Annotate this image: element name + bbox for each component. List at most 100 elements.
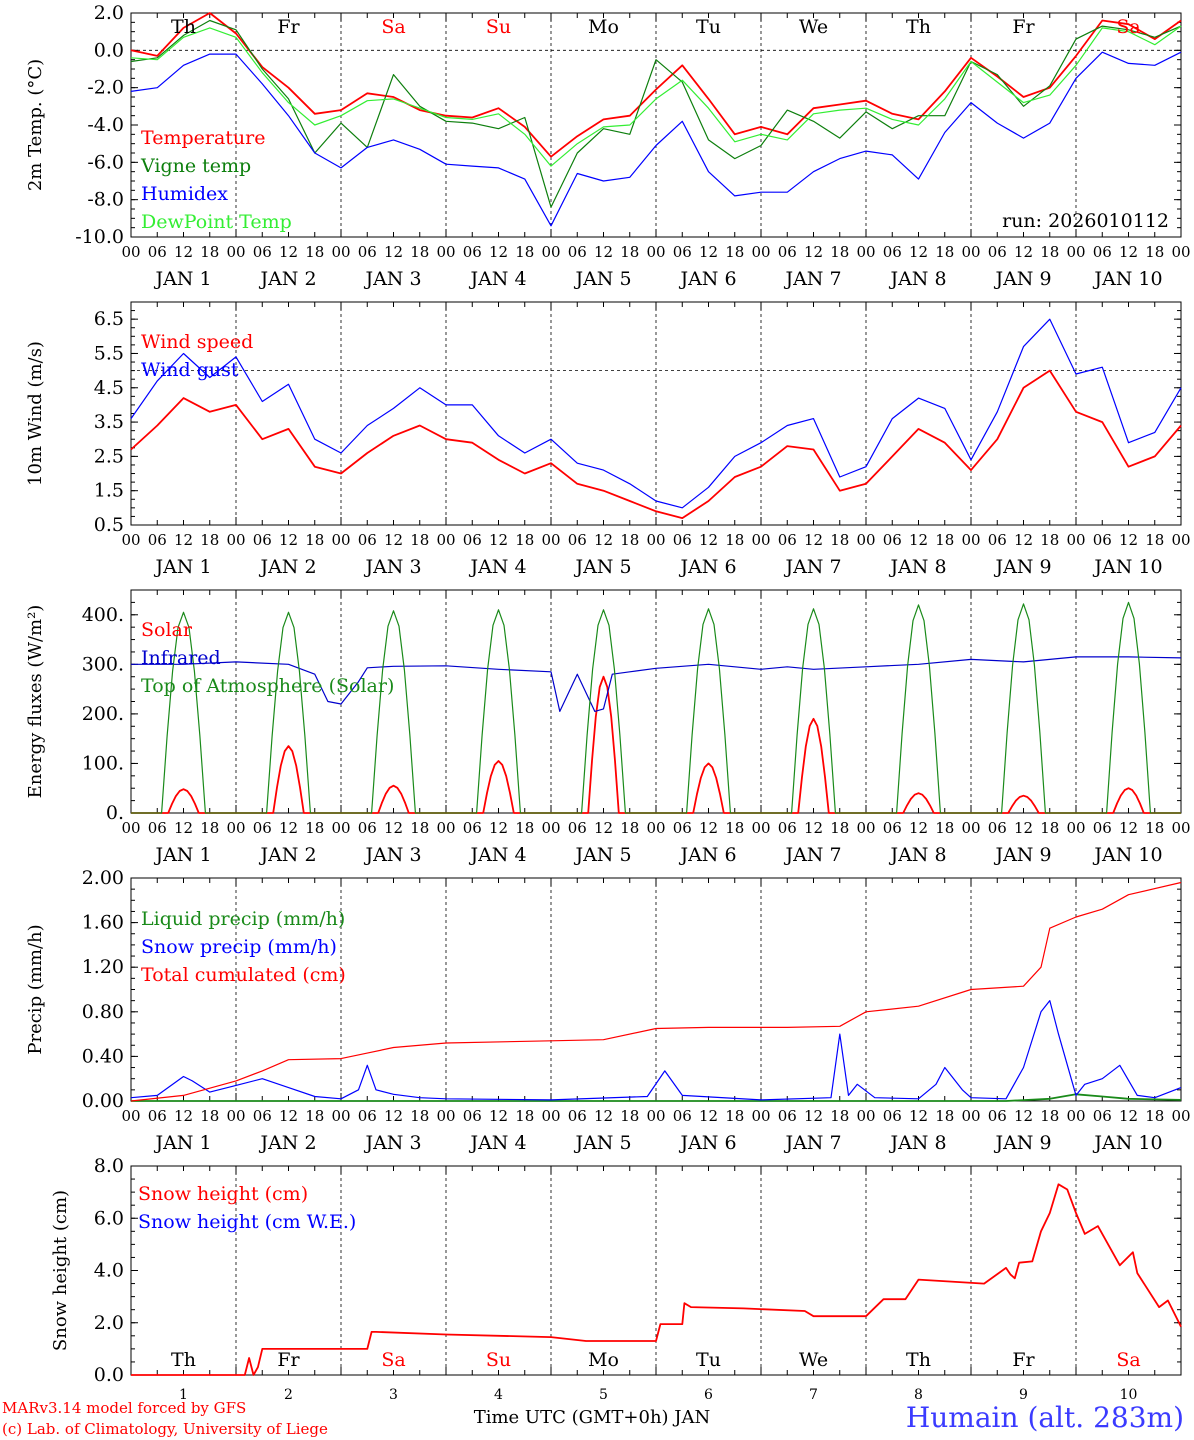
plot-frame: [130, 589, 1182, 814]
x-hour-label: 00: [1066, 819, 1085, 837]
x-hour-label: 18: [410, 1107, 429, 1125]
y-tick-label: 1.5: [94, 480, 124, 502]
x-hour-label: 06: [148, 243, 167, 261]
y-tick-label: 2.0: [94, 2, 124, 24]
x-date-label: JAN 3: [363, 844, 421, 866]
x-hour-label: 06: [253, 243, 272, 261]
x-hour-label: 18: [620, 1107, 639, 1125]
x-hour-label: 00: [226, 243, 245, 261]
x-hour-label: 00: [541, 531, 560, 549]
x-hour-label: 06: [358, 243, 377, 261]
x-hour-label: 00: [646, 243, 665, 261]
x-hour-label: 06: [463, 819, 482, 837]
legend-entry: Temperature: [141, 127, 265, 149]
x-hour-label: 00: [121, 1107, 140, 1125]
x-hour-label: 12: [804, 243, 823, 261]
x-hour-label: 06: [1093, 819, 1112, 837]
x-day-number: 8: [914, 1387, 923, 1403]
x-hour-label: 00: [121, 819, 140, 837]
x-hour-label: 18: [410, 819, 429, 837]
x-hour-label: 06: [988, 243, 1007, 261]
station-title: Humain (alt. 283m): [905, 1401, 1184, 1434]
y-tick-label: 0.00: [82, 1090, 124, 1112]
x-hour-label: 06: [463, 243, 482, 261]
x-hour-label: 12: [594, 819, 613, 837]
day-name-label: Mo: [588, 1349, 619, 1371]
x-date-label: JAN 5: [573, 268, 631, 290]
x-hour-label: 00: [646, 819, 665, 837]
x-hour-label: 18: [410, 243, 429, 261]
panel-2: 6.5 5.5 4.5 3.5 2.5 1.5 0.5 10m Wind (m/s) Wind …: [25, 301, 1191, 578]
x-hour-label: 00: [751, 819, 770, 837]
y-tick-label: 8.0: [94, 1155, 124, 1177]
x-date-label: JAN 7: [783, 268, 841, 290]
x-hour-label: 00: [541, 1107, 560, 1125]
y-tick-label: 300.: [82, 653, 124, 675]
x-hour-label: 00: [436, 1107, 455, 1125]
x-hour-label: 00: [961, 1107, 980, 1125]
x-hour-label: 12: [279, 819, 298, 837]
x-date-label: JAN 6: [678, 556, 736, 578]
x-hour-label: 06: [778, 531, 797, 549]
x-hour-label: 00: [226, 531, 245, 549]
legend-entry: Liquid precip (mm/h): [141, 908, 345, 930]
x-hour-label: 12: [594, 531, 613, 549]
x-date-label: JAN 9: [993, 268, 1051, 290]
x-hour-label: 00: [961, 531, 980, 549]
series-line-humidex: [130, 51, 1182, 227]
x-hour-label: 18: [305, 531, 324, 549]
x-hour-label: 12: [489, 531, 508, 549]
x-hour-label: 00: [751, 531, 770, 549]
x-hour-label: 06: [568, 531, 587, 549]
x-hour-label: 06: [463, 531, 482, 549]
x-hour-label: 18: [935, 1107, 954, 1125]
x-date-label: JAN 4: [468, 556, 526, 578]
x-hour-label: 12: [909, 1107, 928, 1125]
x-hour-label: 06: [148, 531, 167, 549]
day-name-label: Fr: [1012, 1349, 1035, 1371]
x-day-number: 10: [1120, 1387, 1138, 1403]
plot-frame: [130, 301, 1182, 526]
x-date-label: JAN 8: [888, 556, 946, 578]
x-hour-label: 18: [200, 1107, 219, 1125]
day-name-label: Fr: [277, 1349, 300, 1371]
y-axis-label: 2m Temp. (°C): [25, 59, 46, 191]
x-hour-label: 18: [515, 1107, 534, 1125]
x-hour-label: 12: [1014, 243, 1033, 261]
x-date-label: JAN 9: [993, 844, 1051, 866]
x-date-label: JAN 3: [363, 1132, 421, 1154]
legend-entry: Wind speed: [141, 331, 253, 353]
x-hour-label: 06: [253, 819, 272, 837]
y-tick-label: 0.80: [82, 1001, 124, 1023]
day-name-label: Th: [906, 1349, 931, 1371]
x-date-label: JAN 2: [258, 268, 316, 290]
x-hour-label: 00: [331, 243, 350, 261]
credit-line-2: (c) Lab. of Climatology, University of L…: [2, 1420, 328, 1438]
x-date-label: JAN 3: [363, 268, 421, 290]
legend-entry: Infrared: [141, 647, 221, 669]
y-tick-label: 6.5: [94, 308, 124, 330]
legend-entry: Top of Atmosphere (Solar): [141, 675, 394, 697]
x-hour-label: 00: [1066, 1107, 1085, 1125]
x-hour-label: 18: [200, 243, 219, 261]
y-tick-label: 6.0: [94, 1207, 124, 1229]
x-hour-label: 06: [883, 531, 902, 549]
x-day-number: 6: [704, 1387, 713, 1403]
x-date-label: JAN 6: [678, 268, 736, 290]
x-hour-label: 18: [830, 243, 849, 261]
x-day-number: 9: [1019, 1387, 1028, 1403]
y-tick-label: 2.5: [94, 445, 124, 467]
panel-3: 400. 300. 200. 100. 0. Energy fluxes (W/m²) So…: [25, 589, 1191, 866]
series-line-total-cumulated-cm-: [130, 881, 1182, 1102]
x-hour-label: 06: [568, 1107, 587, 1125]
x-hour-label: 06: [358, 1107, 377, 1125]
x-hour-label: 00: [646, 1107, 665, 1125]
x-hour-label: 18: [935, 243, 954, 261]
series-line-snow-height-cm-: [131, 1183, 1182, 1376]
x-hour-label: 06: [778, 819, 797, 837]
x-hour-label: 06: [148, 819, 167, 837]
x-hour-label: 00: [856, 531, 875, 549]
x-hour-label: 00: [226, 1107, 245, 1125]
x-hour-label: 00: [331, 1107, 350, 1125]
day-name-label: Th: [906, 16, 931, 38]
